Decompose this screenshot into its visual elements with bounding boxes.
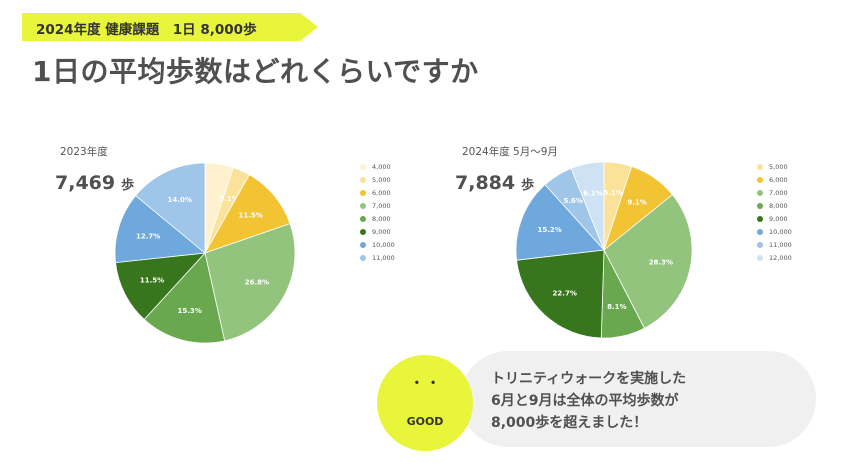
pie-slice-6000 <box>204 174 291 254</box>
legend-item: 11,000 <box>757 238 792 251</box>
header-tag: 2024年度 健康課題 1日 8,000歩 <box>22 13 318 41</box>
legend-swatch-icon <box>757 202 763 209</box>
pie-data-label: 5.1% <box>604 189 623 197</box>
callout-text: トリニティウォークを実施した 6月と9月は全体の平均歩数が 8,000歩を超えま… <box>491 368 686 434</box>
pie-data-label: 11.5% <box>239 211 263 219</box>
callout-line: 8,000歩を超えました！ <box>491 415 648 431</box>
pie-data-label: 12.7% <box>136 232 160 240</box>
legend-label: 8,000 <box>372 214 391 223</box>
pie-slice-9000 <box>115 252 207 320</box>
legend-swatch-icon <box>757 215 763 222</box>
callout-line: 6月と9月は全体の平均歩数が <box>491 393 679 409</box>
pie-data-label: 5.6% <box>564 197 583 205</box>
legend-swatch-icon <box>757 254 763 261</box>
legend-item: 8,000 <box>757 199 792 212</box>
chart-2024-average-value: 7,884 <box>455 172 516 194</box>
legend-item: 5,000 <box>360 173 395 186</box>
pie-slice-7000 <box>204 223 296 342</box>
legend-item: 9,000 <box>757 212 792 225</box>
pie-data-label: 15.3% <box>178 307 202 315</box>
smiley-face-icon: ･ ･ <box>411 371 439 395</box>
chart-2024-average-unit: 歩 <box>521 178 535 193</box>
legend-label: 6,000 <box>769 175 788 184</box>
legend-label: 8,000 <box>769 201 788 210</box>
legend-label: 12,000 <box>769 253 792 262</box>
pie-data-label: 6.1% <box>583 189 602 197</box>
legend-item: 10,000 <box>757 225 792 238</box>
legend-item: 7,000 <box>757 186 792 199</box>
legend-label: 9,000 <box>372 227 391 236</box>
chart-2023-legend: 4,000 5,000 6,000 7,000 8,000 9,000 10,000 11,0… <box>360 160 395 264</box>
legend-swatch-icon <box>360 228 366 235</box>
good-smiley-badge: ･ ･ GOOD <box>377 355 473 451</box>
legend-item: 8,000 <box>360 212 395 225</box>
legend-label: 6,000 <box>372 188 391 197</box>
legend-item: 12,000 <box>757 251 792 264</box>
chart-2023-pie: 3.1%11.5%26.8%15.3%11.5%12.7%14.0% <box>114 162 296 344</box>
legend-item: 6,000 <box>360 186 395 199</box>
pie-data-label: 9.1% <box>627 199 646 207</box>
callout-bubble <box>460 351 816 447</box>
pie-slice-9000 <box>516 249 605 339</box>
pie-data-label: 26.8% <box>245 278 269 286</box>
chart-2023-average-value: 7,469 <box>55 172 116 194</box>
legend-item: 10,000 <box>360 238 395 251</box>
legend-item: 5,000 <box>757 160 792 173</box>
legend-label: 11,000 <box>372 253 395 262</box>
legend-item: 9,000 <box>360 225 395 238</box>
legend-label: 5,000 <box>769 162 788 171</box>
legend-item: 7,000 <box>360 199 395 212</box>
legend-swatch-icon <box>757 189 763 196</box>
pie-slice-8000 <box>143 252 226 344</box>
chart-2024-average: 7,884 歩 <box>455 172 534 194</box>
header-tag-label: 2024年度 健康課題 1日 8,000歩 <box>36 22 257 38</box>
legend-label: 4,000 <box>372 162 391 171</box>
legend-swatch-icon <box>360 176 366 183</box>
legend-label: 9,000 <box>769 214 788 223</box>
legend-label: 10,000 <box>372 240 395 249</box>
legend-item: 6,000 <box>757 173 792 186</box>
legend-label: 7,000 <box>769 188 788 197</box>
legend-item: 4,000 <box>360 160 395 173</box>
legend-swatch-icon <box>360 202 366 209</box>
chart-2023-average: 7,469 歩 <box>55 172 134 194</box>
pie-slice-12000 <box>570 161 605 251</box>
callout-line: トリニティウォークを実施した <box>491 371 687 387</box>
legend-swatch-icon <box>360 163 366 170</box>
chart-2024-legend: 5,000 6,000 7,000 8,000 9,000 10,000 11,000 12,… <box>757 160 792 264</box>
legend-label: 5,000 <box>372 175 391 184</box>
legend-swatch-icon <box>757 228 763 235</box>
page-title: 1日の平均歩数はどれくらいですか <box>32 55 479 88</box>
pie-slice-11000 <box>135 162 206 254</box>
pie-data-label: 3.1% <box>219 195 238 203</box>
pie-data-label: 15.2% <box>538 226 562 234</box>
legend-swatch-icon <box>757 176 763 183</box>
legend-swatch-icon <box>360 189 366 196</box>
pie-data-label: 22.7% <box>553 289 577 297</box>
legend-label: 7,000 <box>372 201 391 210</box>
legend-swatch-icon <box>360 215 366 222</box>
chart-2023-average-unit: 歩 <box>121 178 135 193</box>
pie-slice-10000 <box>114 195 206 264</box>
chart-2023-title: 2023年度 <box>60 146 108 158</box>
legend-swatch-icon <box>757 241 763 248</box>
chart-2024-pie: 5.1% 9.1% 28.3% 8.1% 22.7% 15.2% 5.6%6.1% <box>515 161 693 339</box>
legend-swatch-icon <box>757 163 763 170</box>
pie-data-label: 11.5% <box>140 276 164 284</box>
chart-2024-title: 2024年度 5月〜9月 <box>462 146 558 158</box>
legend-item: 11,000 <box>360 251 395 264</box>
pie-data-label: 14.0% <box>168 196 192 204</box>
pie-slice-10000 <box>515 184 605 261</box>
legend-swatch-icon <box>360 241 366 248</box>
legend-label: 10,000 <box>769 227 792 236</box>
pie-data-label: 8.1% <box>607 303 626 311</box>
good-label: GOOD <box>406 415 444 428</box>
pie-data-label: 28.3% <box>649 258 673 266</box>
pie-slice-7000 <box>603 194 693 329</box>
legend-swatch-icon <box>360 254 366 261</box>
legend-label: 11,000 <box>769 240 792 249</box>
